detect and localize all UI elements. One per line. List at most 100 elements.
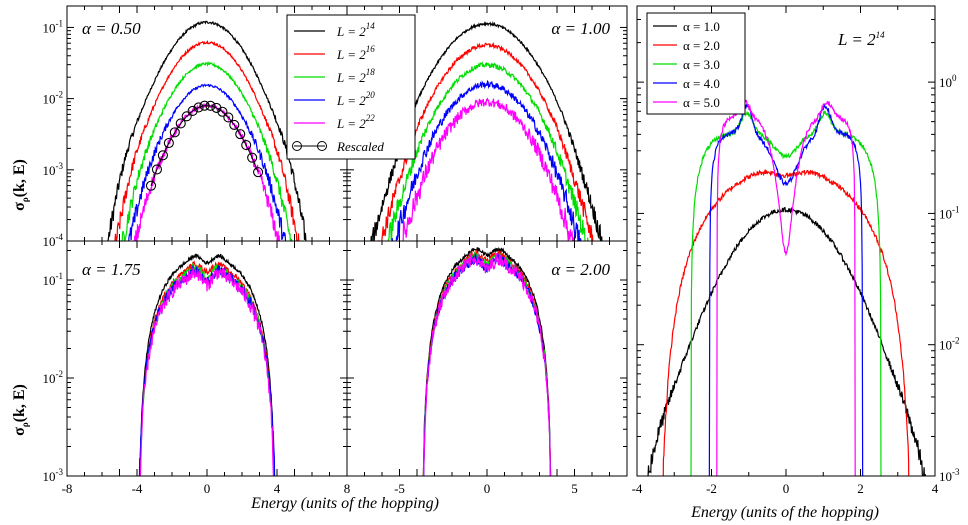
curves — [647, 98, 926, 476]
series-line — [716, 98, 856, 476]
panel-annotation: L = 214 — [837, 30, 885, 49]
series-line — [139, 267, 275, 476]
x-axis-label-right: Energy (units of the hopping) — [690, 504, 879, 521]
rescaled-marker — [253, 167, 264, 178]
panel-annotation: α = 2.00 — [551, 260, 610, 279]
y-tick-label: 10-2 — [939, 336, 960, 353]
series-line — [139, 260, 275, 476]
x-tick-label: 2 — [857, 481, 864, 496]
legend-label: α = 1.0 — [683, 19, 720, 34]
panel-frame — [636, 5, 936, 477]
x-tick-label: 0 — [204, 481, 211, 496]
panel-annotation: α = 1.75 — [82, 260, 141, 279]
ticks — [346, 241, 628, 477]
series-line — [423, 253, 552, 476]
series-line — [133, 102, 280, 241]
y-axis-label-bottom: σρ(k, E) — [11, 384, 30, 436]
series-line — [708, 103, 864, 476]
x-tick-label: -2 — [706, 481, 717, 496]
panel-annotation: α = 1.00 — [551, 19, 610, 38]
rescaled-marker — [145, 180, 157, 191]
series-line — [647, 206, 926, 476]
x-tick-label: 4 — [932, 481, 939, 496]
y-tick-label: 10-1 — [43, 18, 64, 35]
series-line — [107, 20, 307, 241]
rescaled-marker — [181, 111, 192, 122]
rescaled-marker — [199, 100, 210, 111]
legend-marker — [292, 141, 302, 151]
rescaled-marker — [223, 112, 234, 123]
legend-right: α = 1.0 α = 2.0 α = 3.0 α = 4.0 α = 5.0 — [646, 12, 746, 115]
x-tick-label: 4 — [274, 481, 281, 496]
y-tick-label: 10-3 — [43, 467, 64, 484]
series-line — [662, 168, 910, 476]
legend-top-left: L = 214 L = 216 L = 218 L = 220 L = 222 Resca… — [286, 14, 416, 160]
panel-right: 100 10-1 10-2 10-3 -4 -2 0 2 4 L = 214 — [632, 5, 960, 496]
legend-label: α = 3.0 — [683, 57, 720, 72]
rescaled-marker — [229, 119, 240, 130]
panel-annotation: α = 0.50 — [82, 19, 141, 38]
rescaled-marker — [235, 129, 246, 140]
y-tick-label: 100 — [939, 73, 957, 90]
y-tick-label: 10-4 — [43, 232, 64, 249]
y-tick-label: 10-2 — [43, 369, 64, 386]
legend-label: α = 2.0 — [683, 38, 720, 53]
x-tick-label: 5 — [571, 481, 578, 496]
series-line — [690, 110, 882, 476]
series-line — [139, 253, 275, 476]
series-line — [114, 39, 300, 241]
y-tick-label: 10-1 — [43, 271, 64, 288]
curves — [370, 20, 603, 241]
rescaled-marker — [151, 164, 162, 175]
ticks — [636, 6, 936, 477]
y-tick-label: 10-1 — [939, 204, 960, 221]
rescaled-marker — [163, 137, 174, 149]
rescaled-marker — [247, 152, 258, 163]
series-line — [422, 246, 552, 476]
legend-label: L = 222 — [336, 113, 375, 131]
curves — [107, 20, 307, 241]
x-tick-label: -8 — [62, 481, 73, 496]
rescaled-marker — [169, 127, 180, 138]
rescaled-marker — [241, 140, 252, 151]
panel-bottom-left: 10-1 10-2 10-3-8 -4 0 4 α = 1.75 — [43, 240, 348, 496]
legend-box — [286, 14, 416, 160]
panel-top-left: 10-1 10-2 10-3 10-4 α = 0.50 — [43, 5, 348, 249]
panel-frame — [346, 240, 628, 477]
y-tick-label: 10-2 — [43, 90, 64, 107]
series-line — [402, 97, 575, 241]
series-line — [422, 252, 551, 476]
rescaled-marker — [217, 106, 228, 117]
curves — [422, 246, 552, 476]
curves — [138, 253, 276, 476]
legend-label: α = 5.0 — [683, 95, 720, 110]
series-line — [422, 249, 552, 476]
legend-label: α = 4.0 — [683, 76, 720, 91]
rescaled-line — [150, 105, 259, 186]
x-tick-label: -5 — [394, 481, 405, 496]
series-line — [378, 41, 594, 241]
x-tick-label: 0 — [484, 481, 491, 496]
series-line — [386, 61, 589, 241]
y-axis-label-top: σρ(k, E) — [11, 159, 30, 211]
x-tick-label: 8 — [344, 481, 351, 496]
rescaled-marker — [175, 118, 186, 129]
rescaled-marker — [187, 105, 198, 116]
y-tick-label: 10-3 — [43, 161, 64, 178]
legend-label: Rescaled — [336, 139, 384, 154]
rescaled-marker — [205, 100, 216, 111]
x-tick-label: -4 — [132, 481, 143, 496]
y-tick-label: 10-3 — [939, 467, 960, 484]
rescaled-marker — [193, 102, 204, 113]
series-line — [121, 60, 293, 241]
legend-marker — [317, 141, 327, 151]
legend-label: L = 214 — [336, 21, 375, 39]
legend-label: L = 216 — [336, 44, 375, 62]
x-axis-label-left: Energy (units of the hopping) — [250, 495, 439, 512]
series-line — [128, 83, 287, 241]
panel-bottom-right: 8 -5 0 5 α = 2.00 — [344, 240, 628, 496]
series-line — [391, 79, 582, 241]
rescaled-marker — [157, 150, 168, 161]
x-tick-label: -4 — [632, 481, 643, 496]
